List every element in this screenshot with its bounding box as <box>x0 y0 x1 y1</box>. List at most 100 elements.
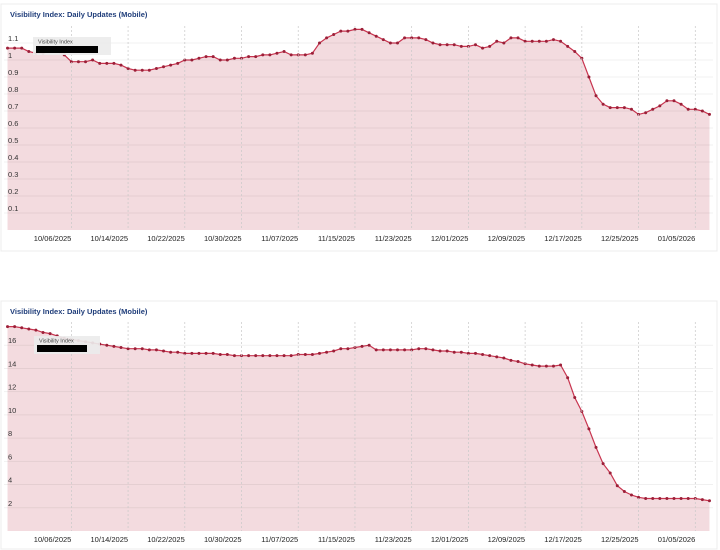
data-point <box>374 34 378 38</box>
y-tick-label: 0.6 <box>8 119 18 128</box>
data-point <box>566 44 570 48</box>
data-point <box>27 327 31 331</box>
data-point <box>162 65 166 69</box>
data-point <box>367 31 371 35</box>
data-point <box>218 353 222 357</box>
tooltip-series-name: Visibility Index <box>38 39 73 45</box>
data-point <box>98 61 102 65</box>
x-tick-label: 01/05/2026 <box>658 234 696 243</box>
x-tick-label: 11/07/2025 <box>261 234 298 243</box>
data-point <box>119 63 123 67</box>
data-point <box>637 495 641 499</box>
x-tick-label: 12/01/2025 <box>431 535 469 544</box>
x-tick-label: 01/05/2026 <box>658 535 696 544</box>
data-point <box>381 348 385 352</box>
x-tick-label: 11/23/2025 <box>375 535 412 544</box>
x-tick-label: 10/30/2025 <box>204 234 242 243</box>
area-fill <box>7 29 710 231</box>
data-point <box>424 38 428 42</box>
data-point <box>282 354 286 358</box>
data-point <box>282 50 286 53</box>
data-point <box>169 63 173 67</box>
x-tick-label: 10/14/2025 <box>91 234 129 243</box>
data-point <box>339 29 343 33</box>
data-point <box>162 349 166 353</box>
data-point <box>303 353 307 357</box>
x-tick-label: 10/30/2025 <box>204 535 242 544</box>
data-point <box>381 38 385 42</box>
data-point <box>325 350 329 354</box>
data-point <box>84 60 88 64</box>
data-point <box>629 493 633 497</box>
data-point <box>502 41 506 45</box>
x-tick-label: 12/25/2025 <box>601 234 639 243</box>
data-point <box>481 46 485 50</box>
data-point <box>395 41 399 45</box>
data-point <box>622 490 626 494</box>
data-point <box>424 347 428 351</box>
x-tick-label: 12/01/2025 <box>431 234 469 243</box>
data-point <box>445 43 449 47</box>
data-point <box>69 60 73 64</box>
x-tick-label: 10/14/2025 <box>91 535 129 544</box>
data-point <box>509 358 513 362</box>
data-point <box>105 343 109 347</box>
data-point <box>481 353 485 357</box>
x-tick-label: 12/09/2025 <box>488 535 526 544</box>
y-tick-label: 0.1 <box>8 204 18 213</box>
data-point <box>672 496 676 500</box>
data-point <box>275 51 279 55</box>
data-point <box>473 43 477 47</box>
data-point <box>211 351 215 355</box>
data-point <box>573 50 577 53</box>
data-point <box>629 107 633 111</box>
data-point <box>6 325 10 329</box>
data-point <box>544 364 548 368</box>
data-point <box>530 363 534 367</box>
data-point <box>488 354 492 358</box>
y-tick-label: 12 <box>8 383 16 392</box>
data-point <box>466 351 470 355</box>
data-point <box>438 349 442 353</box>
data-point <box>438 43 442 47</box>
data-point <box>644 496 648 500</box>
data-point <box>615 484 619 488</box>
data-point <box>417 347 421 351</box>
data-point <box>686 107 690 111</box>
data-point <box>665 496 669 500</box>
data-point <box>353 27 357 31</box>
data-point <box>147 68 151 72</box>
y-tick-label: 4 <box>8 476 12 485</box>
x-tick-label: 12/17/2025 <box>544 535 582 544</box>
data-point <box>388 348 392 352</box>
data-point <box>502 356 506 360</box>
x-tick-label: 12/17/2025 <box>544 234 582 243</box>
data-point <box>665 99 669 103</box>
data-point <box>658 104 662 108</box>
data-point <box>374 348 378 352</box>
x-tick-label: 12/25/2025 <box>601 535 639 544</box>
data-point <box>112 344 116 348</box>
y-tick-label: 1.1 <box>8 34 18 43</box>
data-point <box>403 36 407 40</box>
y-tick-label: 0.3 <box>8 170 18 179</box>
data-point <box>204 351 208 355</box>
data-point <box>225 353 229 357</box>
data-point <box>672 99 676 103</box>
data-point <box>190 351 194 355</box>
y-tick-label: 0.7 <box>8 102 18 111</box>
data-point <box>268 354 272 358</box>
data-point <box>388 41 392 45</box>
y-tick-label: 16 <box>8 336 16 345</box>
data-point <box>516 36 520 40</box>
data-point <box>551 38 555 42</box>
data-point <box>566 376 570 380</box>
data-point <box>218 58 222 62</box>
redaction <box>36 46 98 53</box>
data-point <box>346 347 350 351</box>
data-point <box>48 332 52 336</box>
data-point <box>459 44 463 48</box>
data-point <box>254 354 258 358</box>
